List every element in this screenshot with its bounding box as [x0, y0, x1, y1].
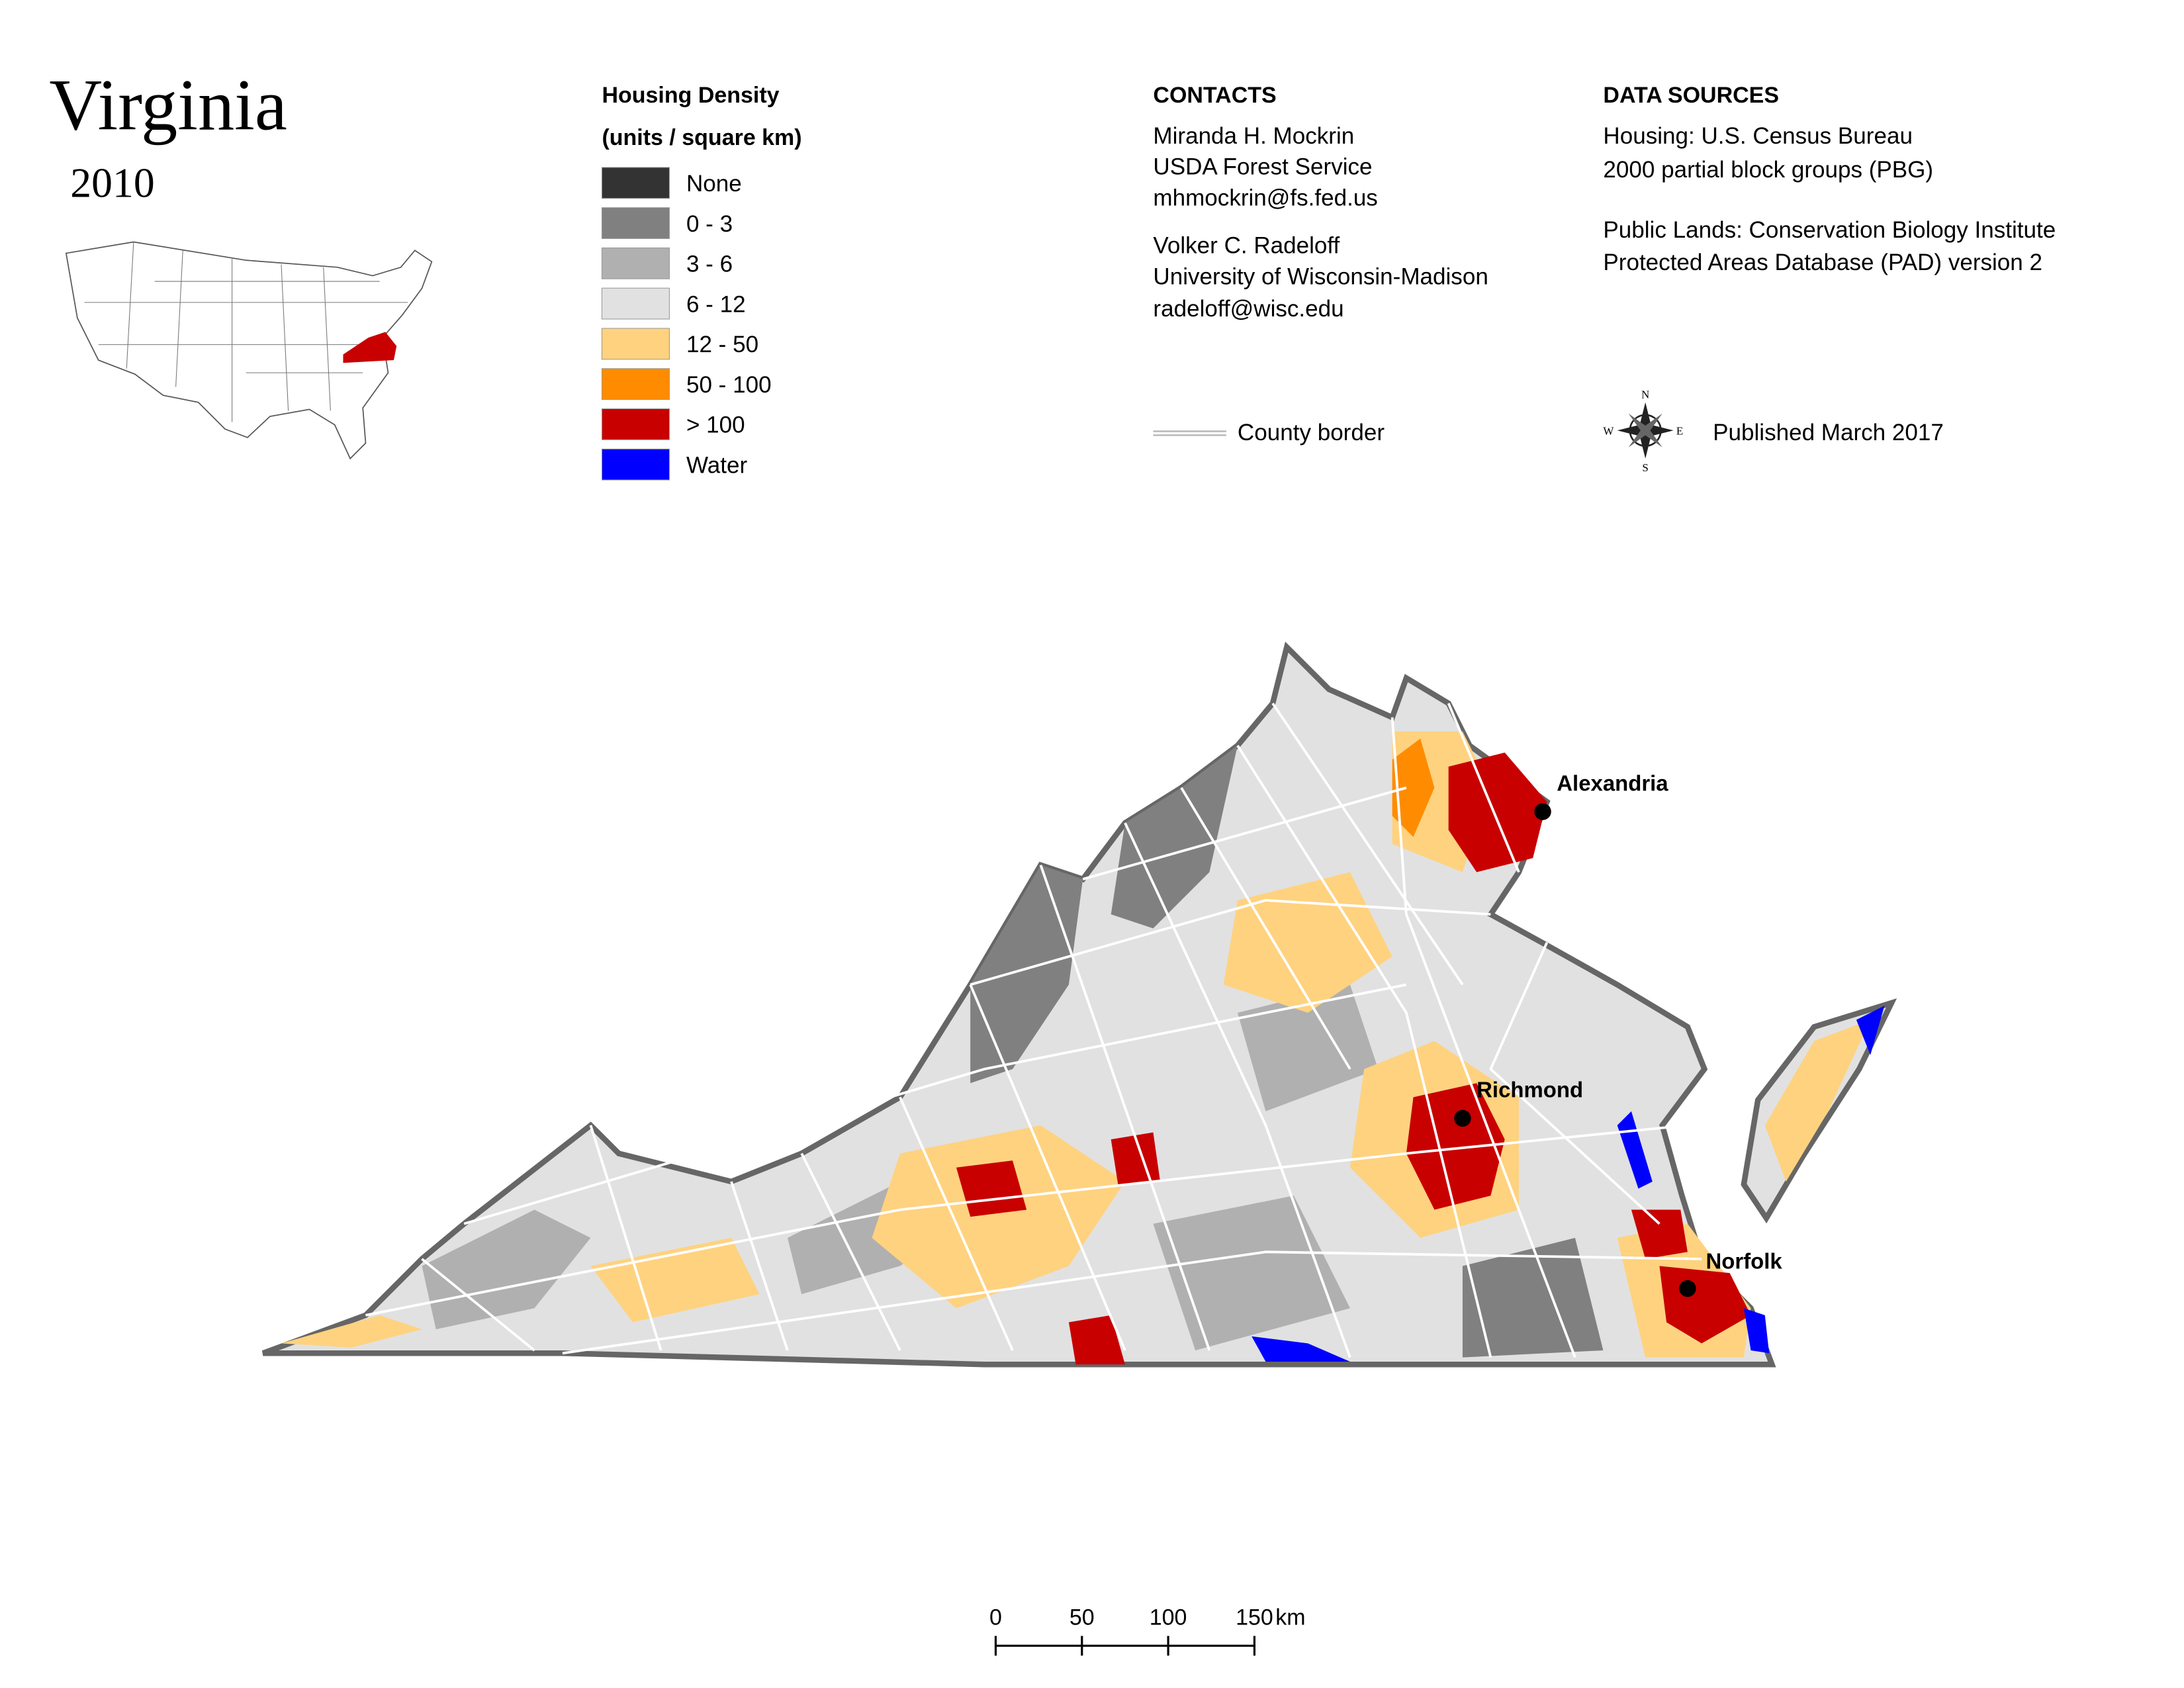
county-border-label: County border [1238, 420, 1385, 445]
legend: None 0 - 3 3 - 6 6 - 12 12 - 50 50 - 100 > 100… [601, 167, 772, 481]
legend-title: Housing Density [602, 83, 779, 108]
density-patch [1448, 752, 1547, 872]
compass-e: E [1676, 425, 1683, 438]
legend-swatch [601, 247, 670, 279]
year: 2010 [70, 160, 154, 207]
virginia-map: Alexandria Richmond Norfolk [261, 641, 1897, 1368]
virginia-highlight [343, 332, 397, 363]
contact-line: University of Wisconsin-Madison [1153, 263, 1488, 289]
density-patch [281, 1315, 422, 1348]
legend-swatch [601, 207, 670, 239]
legend-swatch [601, 167, 670, 199]
title: Virginia [49, 65, 287, 146]
sources-heading: DATA SOURCES [1603, 83, 1779, 108]
compass: N E S W [1603, 388, 1683, 473]
contact-line: Volker C. Radeloff [1153, 233, 1340, 259]
legend-label: 0 - 3 [686, 211, 733, 237]
city-label: Alexandria [1557, 771, 1668, 795]
density-patch [1743, 1308, 1770, 1354]
density-patch [970, 865, 1083, 1084]
source-line: 2000 partial block groups (PBG) [1603, 157, 1933, 183]
legend-swatch [601, 408, 670, 440]
density-patch [1068, 1315, 1125, 1365]
density-patch [1631, 1209, 1688, 1259]
scale-label: 150 [1236, 1605, 1273, 1630]
compass-n: N [1641, 388, 1649, 400]
contact-line: mhmockrin@fs.fed.us [1153, 185, 1377, 211]
city-dot [1679, 1280, 1696, 1297]
density-patch [1153, 1196, 1350, 1350]
legend-label: Water [686, 452, 747, 478]
density-patch [1251, 1336, 1350, 1362]
legend-swatch [601, 368, 670, 400]
density-patch [422, 1209, 591, 1330]
legend-label: 3 - 6 [686, 252, 733, 277]
scale-label: 50 [1069, 1605, 1095, 1630]
legend-subtitle: (units / square km) [602, 125, 801, 150]
density-patch [1111, 745, 1238, 929]
density-patch [1856, 1006, 1885, 1055]
density-patch [1237, 984, 1379, 1111]
county-borders [365, 702, 1702, 1358]
contact-line: USDA Forest Service [1153, 154, 1372, 180]
contacts-heading: CONTACTS [1153, 83, 1276, 108]
legend-label: 6 - 12 [686, 291, 746, 317]
legend-label: None [686, 171, 742, 197]
city-label: Richmond [1477, 1077, 1583, 1102]
scale-label: 0 [989, 1605, 1002, 1630]
contact-line: radeloff@wisc.edu [1153, 296, 1343, 322]
legend-swatch [601, 287, 670, 320]
scale-label: 100 [1150, 1605, 1187, 1630]
scale-unit: km [1275, 1605, 1305, 1630]
legend-label: 50 - 100 [686, 372, 772, 398]
published: Published March 2017 [1713, 420, 1944, 445]
source-line: Protected Areas Database (PAD) version 2 [1603, 250, 2042, 275]
legend-label: > 100 [686, 412, 745, 438]
density-patch [872, 1125, 1125, 1309]
us-inset [65, 241, 433, 460]
source-line: Housing: U.S. Census Bureau [1603, 123, 1913, 149]
scale-bar: 0 50 100 150 km [989, 1605, 1306, 1656]
city-dot [1454, 1109, 1471, 1127]
city-dot [1534, 803, 1551, 820]
source-line: Public Lands: Conservation Biology Insti… [1603, 217, 2056, 243]
contact-line: Miranda H. Mockrin [1153, 123, 1354, 149]
legend-swatch [601, 448, 670, 481]
compass-s: S [1642, 461, 1648, 474]
density-patch [1462, 1237, 1604, 1358]
legend-label: 12 - 50 [686, 332, 758, 357]
compass-w: W [1603, 425, 1614, 438]
density-patch [1223, 872, 1392, 1013]
legend-swatch [601, 328, 670, 360]
density-patch [1392, 738, 1435, 837]
density-patch [1764, 1019, 1871, 1182]
city-label: Norfolk [1706, 1249, 1783, 1274]
